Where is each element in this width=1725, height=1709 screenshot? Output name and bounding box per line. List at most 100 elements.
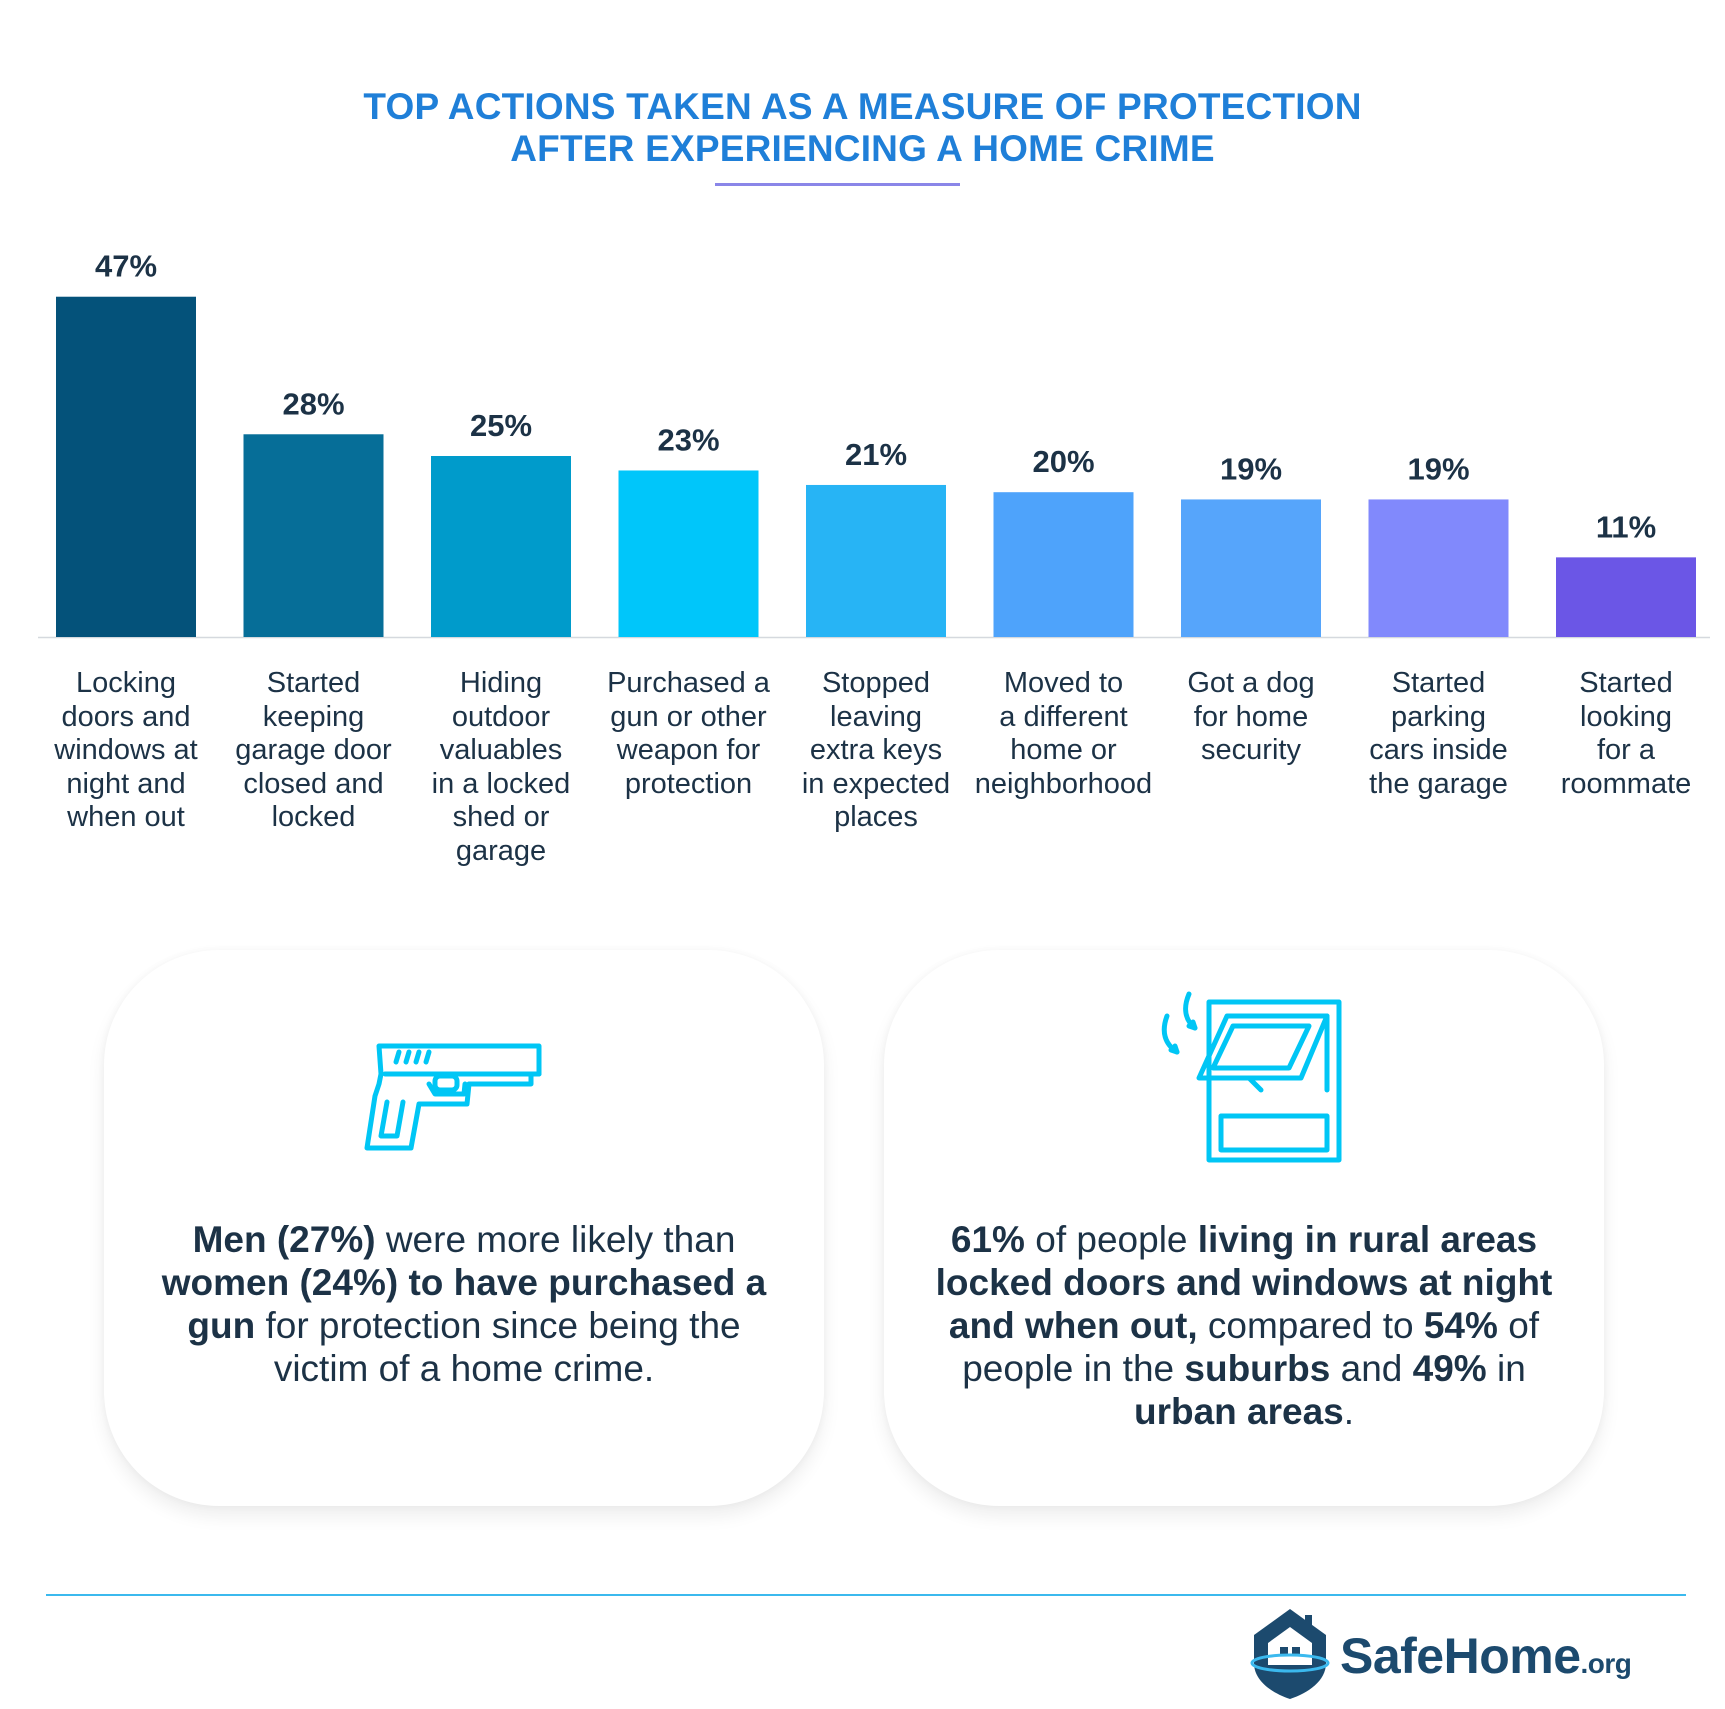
category-label-1: Locking doors and windows at night and when …: [31, 667, 221, 835]
category-label-2-line-5: locked: [271, 801, 356, 833]
category-label-8-line-2: parking: [1390, 700, 1487, 733]
window-stat-segment-7: suburbs: [1184, 1348, 1331, 1389]
category-label-7-line-1: Got a dog: [1187, 667, 1315, 699]
title-underline: [715, 183, 960, 186]
category-label-6-line-2: a different: [999, 700, 1128, 733]
logo-name: SafeHome: [1340, 1628, 1581, 1684]
category-label-3-line-6: garage: [455, 834, 547, 867]
bar-8: [1368, 499, 1509, 637]
category-label-5-line-1: Stopped: [821, 667, 931, 699]
bar-chart: 47% 28% 25% 23% 21% 20% 19% 19% 11%: [38, 249, 1710, 639]
gun-stat-segment-1: Men (27%): [192, 1219, 376, 1260]
window-stat-segment-4: compared to: [1197, 1305, 1424, 1346]
window-stat-segment-11: urban areas: [1133, 1391, 1344, 1432]
value-label-9: 11%: [1596, 509, 1656, 544]
logo-wordmark: SafeHome.org: [1340, 1627, 1632, 1685]
footer-divider: [46, 1594, 1686, 1596]
category-label-4-line-1: Purchased a: [607, 667, 770, 699]
category-label-5-line-3: extra keys: [809, 734, 943, 766]
value-label-5: 21%: [845, 437, 907, 472]
category-label-7: Got a dog for home security: [1156, 667, 1346, 768]
value-label-6: 20%: [1032, 444, 1094, 479]
category-label-6-line-1: Moved to: [1003, 667, 1124, 699]
window-stat-card: 61% of people living in rural areas lock…: [884, 950, 1604, 1506]
value-label-1: 47%: [95, 249, 157, 284]
category-label-9: Started looking for a roommate: [1531, 667, 1721, 801]
gun-stat-segment-2: were more likely than: [375, 1219, 736, 1260]
window-stat-segment-5: 54%: [1423, 1305, 1498, 1346]
gun-icon: [364, 1043, 542, 1151]
bar-4: [618, 470, 759, 637]
category-label-6-line-4: neighborhood: [974, 767, 1153, 800]
window-stat-segment-6: of people in the: [962, 1305, 1540, 1389]
category-label-9-line-4: roommate: [1560, 767, 1692, 800]
category-label-1-line-5: when out: [67, 801, 185, 833]
category-label-5-line-2: leaving: [830, 700, 922, 733]
gun-stat-segment-4: for protection since being the victim of…: [255, 1305, 741, 1389]
category-label-4-line-4: protection: [624, 767, 753, 800]
category-label-3-line-3: valuables: [439, 734, 563, 766]
category-label-2-line-3: garage door: [235, 734, 392, 766]
category-label-8-line-4: the garage: [1369, 767, 1508, 800]
category-label-5-line-4: in expected: [801, 767, 951, 800]
window-stat-text: 61% of people living in rural areas lock…: [934, 1218, 1554, 1433]
category-label-8-line-1: Started: [1391, 667, 1486, 699]
category-label-6-line-3: home or: [1010, 734, 1117, 766]
category-label-3: Hiding outdoor valuables in a locked shed or…: [406, 667, 596, 868]
category-label-2-line-2: keeping: [262, 700, 365, 733]
bar-3: [431, 456, 571, 637]
bar-6: [993, 492, 1134, 637]
category-label-1-line-3: windows at: [54, 734, 198, 766]
category-label-5-line-5: places: [834, 801, 918, 833]
value-label-2: 28%: [282, 386, 344, 421]
window-stat-segment-12: .: [1343, 1391, 1355, 1432]
gun-stat-text: Men (27%) were more likely than women (2…: [154, 1218, 774, 1390]
bar-9: [1556, 557, 1696, 637]
house-shield-icon: [1250, 1609, 1330, 1699]
window-icon: [1161, 991, 1342, 1163]
window-stat-segment-3: living in rural areas locked doors and w…: [935, 1219, 1553, 1346]
bar-5: [806, 484, 946, 637]
category-label-2: Started keeping garage door closed and locke…: [219, 667, 409, 835]
category-label-3-line-5: shed or: [452, 801, 550, 833]
bar-7: [1181, 499, 1321, 637]
window-stat-segment-1: 61%: [950, 1219, 1025, 1260]
window-stat-segment-2: of people: [1024, 1219, 1198, 1260]
category-label-9-line-1: Started: [1579, 667, 1673, 699]
category-label-9-line-3: for a: [1596, 734, 1656, 766]
value-label-4: 23%: [657, 422, 719, 457]
category-label-9-line-2: looking: [1580, 700, 1672, 733]
category-label-3-line-4: in a locked: [431, 767, 571, 800]
category-label-1-line-4: night and: [66, 767, 186, 800]
category-label-6: Moved to a different home or neighborhood: [969, 667, 1159, 801]
category-label-2-line-4: closed and: [243, 767, 384, 800]
category-label-5: Stopped leaving extra keys in expected place…: [781, 667, 971, 835]
value-label-8: 19%: [1407, 451, 1469, 486]
window-stat-segment-8: and: [1330, 1348, 1413, 1389]
category-label-1-line-1: Locking: [76, 667, 176, 699]
window-stat-segment-9: 49%: [1412, 1348, 1487, 1389]
category-label-7-line-2: for home: [1193, 700, 1309, 733]
bar-2: [243, 434, 384, 637]
gun-stat-card: Men (27%) were more likely than women (2…: [104, 950, 824, 1506]
category-label-8-line-3: cars inside: [1369, 734, 1508, 766]
logo-suffix: .org: [1580, 1648, 1632, 1679]
category-label-4-line-2: gun or other: [610, 700, 767, 733]
window-stat-segment-10: in: [1486, 1348, 1526, 1389]
value-label-3: 25%: [470, 408, 532, 443]
bar-1: [56, 296, 196, 637]
gun-stat-segment-3: women (24%) to have purchased a gun: [161, 1262, 767, 1346]
category-label-2-line-1: Started: [266, 667, 361, 699]
title-line-1: TOP ACTIONS TAKEN AS A MEASURE OF PROTEC…: [363, 86, 1362, 127]
category-label-3-line-2: outdoor: [451, 700, 551, 733]
category-label-4: Purchased a gun or other weapon for protect…: [594, 667, 784, 801]
category-label-8: Started parking cars inside the garage: [1344, 667, 1534, 801]
value-label-7: 19%: [1220, 451, 1282, 486]
title-line-2: AFTER EXPERIENCING A HOME CRIME: [510, 128, 1215, 169]
category-label-4-line-3: weapon for: [616, 734, 761, 766]
category-label-1-line-2: doors and: [61, 700, 191, 733]
safehome-logo[interactable]: SafeHome.org: [1250, 1605, 1670, 1705]
category-label-7-line-3: security: [1201, 734, 1301, 766]
chart-title: TOP ACTIONS TAKEN AS A MEASURE OF PROTEC…: [0, 86, 1725, 170]
category-label-3-line-1: Hiding: [459, 667, 543, 699]
